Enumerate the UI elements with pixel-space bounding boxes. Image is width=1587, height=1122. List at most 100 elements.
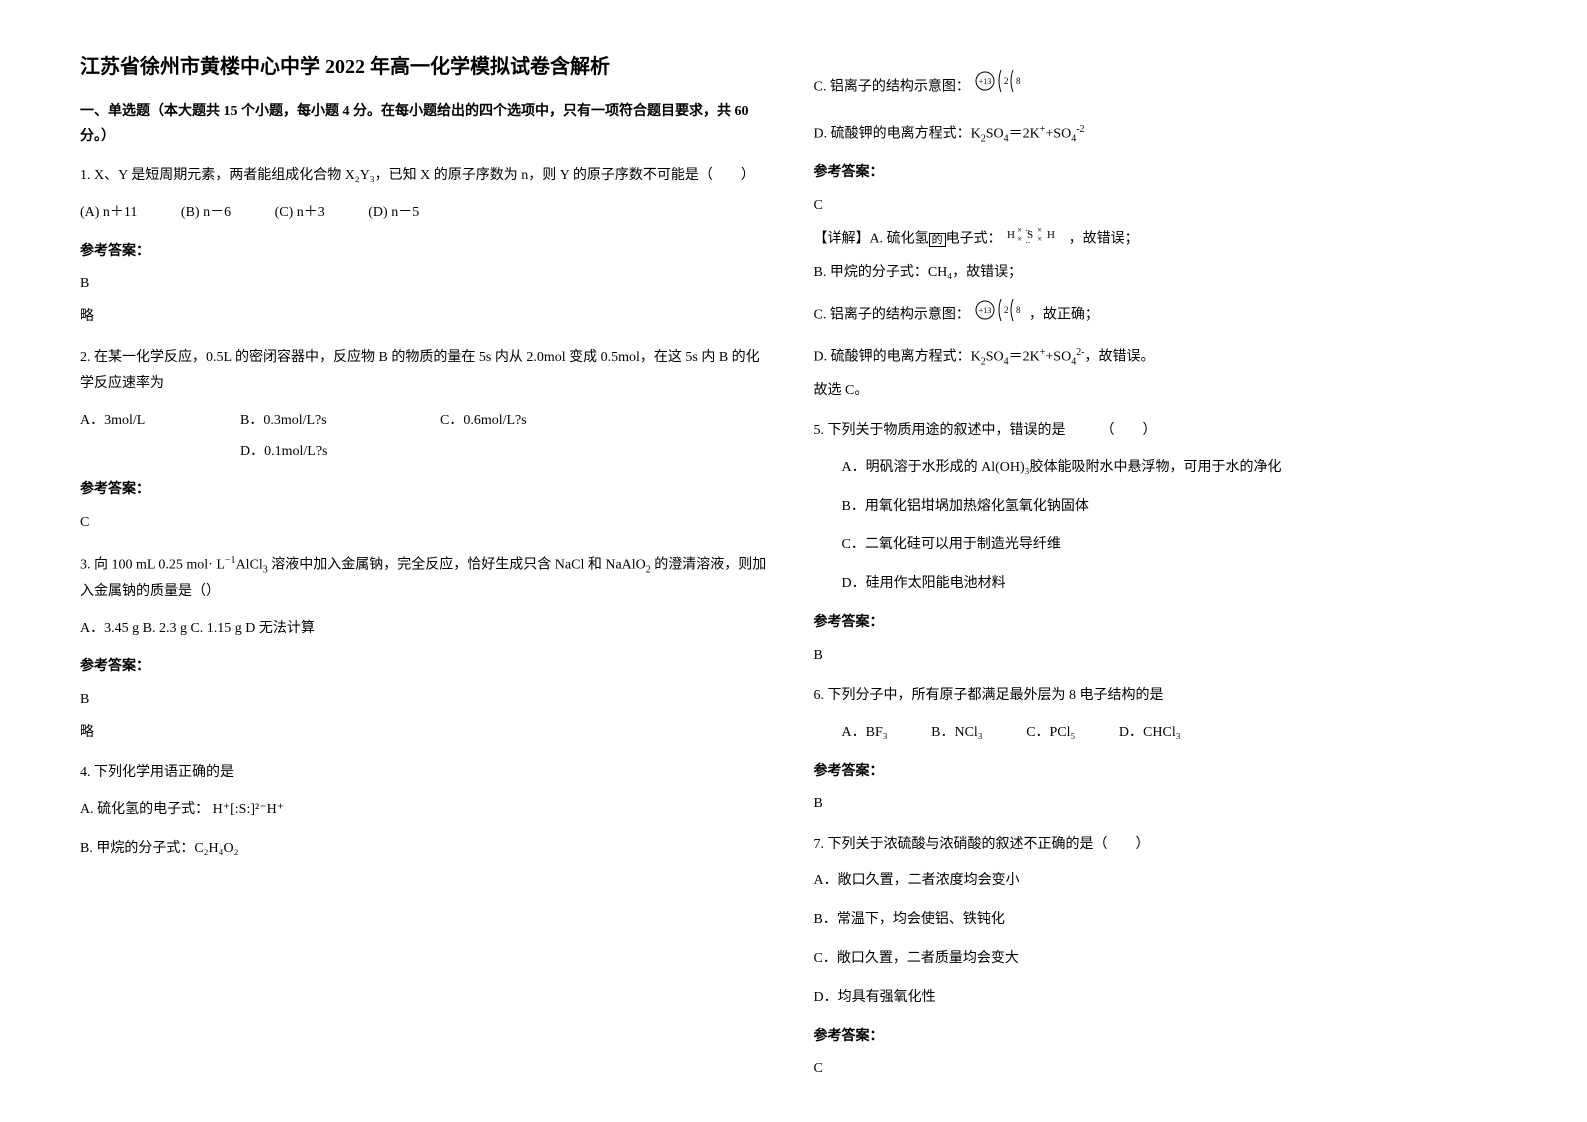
q5-opt-a: A．明矾溶于水形成的 Al(OH)₃胶体能吸附水中悬浮物，可用于水的净化: [814, 453, 1508, 484]
question-7: 7. 下列关于浓硫酸与浓硝酸的叙述不正确的是（ ） A．敞口久置，二者浓度均会变…: [814, 832, 1508, 1083]
q4-optd-eq: ＝2K: [1009, 126, 1040, 141]
q4-detaild-suffix: ，故错误。: [1085, 350, 1155, 365]
q4-optd-prefix: D. 硫酸钾的电离方程式：K: [814, 126, 981, 141]
question-6: 6. 下列分子中，所有原子都满足最外层为 8 电子结构的是 A．BF₃ B．NC…: [814, 683, 1508, 818]
q4-opt-d: D. 硫酸钾的电离方程式：K2SO4＝2K++SO4-2: [814, 119, 1508, 150]
q3-text-b: AlCl: [236, 557, 263, 572]
q4-detaila-suffix: ，故错误；: [1069, 232, 1139, 247]
q3-text-c: 溶液中加入金属钠，完全反应，恰好生成只含 NaCl 和 NaAlO: [268, 557, 646, 572]
q1-text: 1. X、Y 是短周期元素，两者能组成化合物 X₂Y₃，已知 X 的原子序数为 …: [80, 163, 774, 190]
q4-text: 4. 下列化学用语正确的是: [80, 760, 774, 787]
q6-answer: B: [814, 791, 1508, 818]
atom-diagram-icon: +13 2 8: [973, 64, 1025, 111]
svg-text:H: H: [1047, 229, 1055, 241]
question-5: 5. 下列关于物质用途的叙述中，错误的是 （ ） A．明矾溶于水形成的 Al(O…: [814, 418, 1508, 669]
question-4: 4. 下列化学用语正确的是 A. 硫化氢的电子式： H⁺[:S:]²⁻H⁺ B.…: [80, 760, 774, 864]
q2-answer: C: [80, 510, 774, 537]
q4dd-sub4: 4: [1004, 357, 1009, 368]
q3-answer-label: 参考答案：: [80, 654, 774, 681]
page-title: 江苏省徐州市黄楼中心中学 2022 年高一化学模拟试卷含解析: [80, 50, 774, 79]
svg-text:+13: +13: [979, 77, 992, 86]
q7-answer: C: [814, 1056, 1508, 1083]
q2-answer-label: 参考答案：: [80, 477, 774, 504]
q1-opt-c: (C) n＋3: [275, 205, 325, 220]
q2-opt-b: B．0.3mol/L?s: [240, 406, 440, 437]
q7-text: 7. 下列关于浓硫酸与浓硝酸的叙述不正确的是（ ）: [814, 832, 1508, 859]
q2-options: A．3mol/L B．0.3mol/L?s C．0.6mol/L?s D．0.1…: [80, 406, 774, 468]
q6-answer-label: 参考答案：: [814, 759, 1508, 786]
svg-text:‥: ‥: [1025, 236, 1030, 243]
q4-answer-label: 参考答案：: [814, 160, 1508, 187]
q4-detail-c: C. 铝离子的结构示意图： +13 2 8 ，故正确；: [814, 293, 1508, 338]
q4-detailc-prefix: C. 铝离子的结构示意图：: [814, 307, 970, 322]
q7-opt-a: A．敞口久置，二者浓度均会变小: [814, 866, 1508, 897]
q2-opt-c: C．0.6mol/L?s: [440, 406, 600, 437]
q4-opt-c: C. 铝离子的结构示意图： +13 2 8: [814, 64, 1508, 111]
question-2: 2. 在某一化学反应，0.5L 的密闭容器中，反应物 B 的物质的量在 5s 内…: [80, 345, 774, 537]
section-1-header: 一、单选题（本大题共 15 个小题，每小题 4 分。在每小题给出的四个选项中，只…: [80, 99, 774, 149]
q4-detail-b: B. 甲烷的分子式：CH₄，故错误；: [814, 260, 1508, 287]
q6-options: A．BF₃ B．NCl₃ C．PCl₅ D．CHCl₃: [814, 718, 1508, 749]
q6-opt-b: B．NCl₃: [931, 725, 983, 740]
q4-detail-a: 【详解】A. 硫化氢的电子式： H × × ‥ S ‥ × × H ，故错误；: [814, 225, 1508, 254]
q4-detailc-suffix: ，故正确；: [1029, 307, 1099, 322]
q4-opt-a: A. 硫化氢的电子式： H⁺[:S:]²⁻H⁺: [80, 795, 774, 826]
q4-optd-plus: +SO: [1045, 126, 1071, 141]
q4-optd-mid: SO: [986, 126, 1004, 141]
q3-answer: B: [80, 687, 774, 714]
q7-opt-c: C．敞口久置，二者质量均会变大: [814, 944, 1508, 975]
q1-answer: B: [80, 271, 774, 298]
q5-text: 5. 下列关于物质用途的叙述中，错误的是 （ ）: [814, 418, 1508, 445]
q3-sup: −1: [225, 555, 236, 566]
q4-detail-d: D. 硫酸钾的电离方程式：K2SO4＝2K++SO42-，故错误。: [814, 343, 1508, 371]
right-column: C. 铝离子的结构示意图： +13 2 8 D. 硫酸钾的电离方程式：K2SO4…: [794, 50, 1528, 1072]
svg-text:×: ×: [1017, 234, 1022, 243]
question-1: 1. X、Y 是短周期元素，两者能组成化合物 X₂Y₃，已知 X 的原子序数为 …: [80, 163, 774, 330]
q5-answer-label: 参考答案：: [814, 610, 1508, 637]
q7-answer-label: 参考答案：: [814, 1024, 1508, 1051]
q6-opt-a: A．BF₃: [842, 725, 888, 740]
svg-text:8: 8: [1016, 76, 1021, 86]
q1-opt-d: (D) n－5: [368, 205, 419, 220]
q2-opt-c-wrap: [80, 437, 240, 468]
q1-options: (A) n＋11 (B) n－6 (C) n＋3 (D) n－5: [80, 198, 774, 229]
q1-opt-a: (A) n＋11: [80, 205, 137, 220]
q5-answer: B: [814, 643, 1508, 670]
q4dd-sup2: 2-: [1076, 347, 1084, 358]
question-3: 3. 向 100 mL 0.25 mol· L−1AlCl3 溶液中加入金属钠，…: [80, 551, 774, 747]
q4dd-sub2: 2: [981, 357, 986, 368]
q4-optc-text: C. 铝离子的结构示意图：: [814, 80, 970, 95]
q5-opt-c: C．二氧化硅可以用于制造光导纤维: [814, 530, 1508, 561]
q4dd-supplus: +: [1040, 347, 1046, 358]
q1-answer-label: 参考答案：: [80, 239, 774, 266]
q2-opt-d: D．0.1mol/L?s: [240, 437, 328, 468]
q3-options: A．3.45 g B. 2.3 g C. 1.15 g D 无法计算: [80, 614, 774, 645]
q4dd-sub4b: 4: [1071, 357, 1076, 368]
q4-de-box: 的: [929, 233, 946, 247]
svg-text:H: H: [1007, 229, 1015, 241]
q5-opt-d: D．硅用作太阳能电池材料: [814, 569, 1508, 600]
q4-detaild-prefix: D. 硫酸钾的电离方程式：K: [814, 350, 981, 365]
q6-opt-d: D．CHCl₃: [1119, 725, 1181, 740]
question-4-cont: C. 铝离子的结构示意图： +13 2 8 D. 硫酸钾的电离方程式：K2SO4…: [814, 64, 1508, 404]
q7-opt-d: D．均具有强氧化性: [814, 983, 1508, 1014]
q3-text: 3. 向 100 mL 0.25 mol· L−1AlCl3 溶液中加入金属钠，…: [80, 551, 774, 606]
q4-opta-prefix: A. 硫化氢的电子式：: [80, 802, 209, 817]
atom-diagram-icon-2: +13 2 8: [973, 293, 1025, 338]
q6-opt-c: C．PCl₅: [1026, 725, 1075, 740]
q5-opt-b: B．用氧化铝坩埚加热熔化氢氧化钠固体: [814, 492, 1508, 523]
q4-detaila-prefix: A. 硫化氢: [870, 232, 929, 247]
svg-text:2: 2: [1004, 76, 1009, 86]
electron-formula-icon: H × × ‥ S ‥ × × H: [1005, 225, 1065, 254]
q7-opt-b: B．常温下，均会使铝、铁钝化: [814, 905, 1508, 936]
q4-opta-formula: H⁺[:S:]²⁻H⁺: [213, 802, 284, 817]
q1-note: 略: [80, 304, 774, 331]
q4-detail-label: 【详解】: [814, 232, 870, 247]
q3-note: 略: [80, 720, 774, 747]
q2-text: 2. 在某一化学反应，0.5L 的密闭容器中，反应物 B 的物质的量在 5s 内…: [80, 345, 774, 398]
left-column: 江苏省徐州市黄楼中心中学 2022 年高一化学模拟试卷含解析 一、单选题（本大题…: [60, 50, 794, 1072]
svg-text:8: 8: [1016, 305, 1021, 315]
q4-opt-b: B. 甲烷的分子式：C₂H₄O₂: [80, 834, 774, 865]
q4d-sup2: -2: [1076, 124, 1084, 135]
svg-text:+13: +13: [979, 306, 992, 315]
